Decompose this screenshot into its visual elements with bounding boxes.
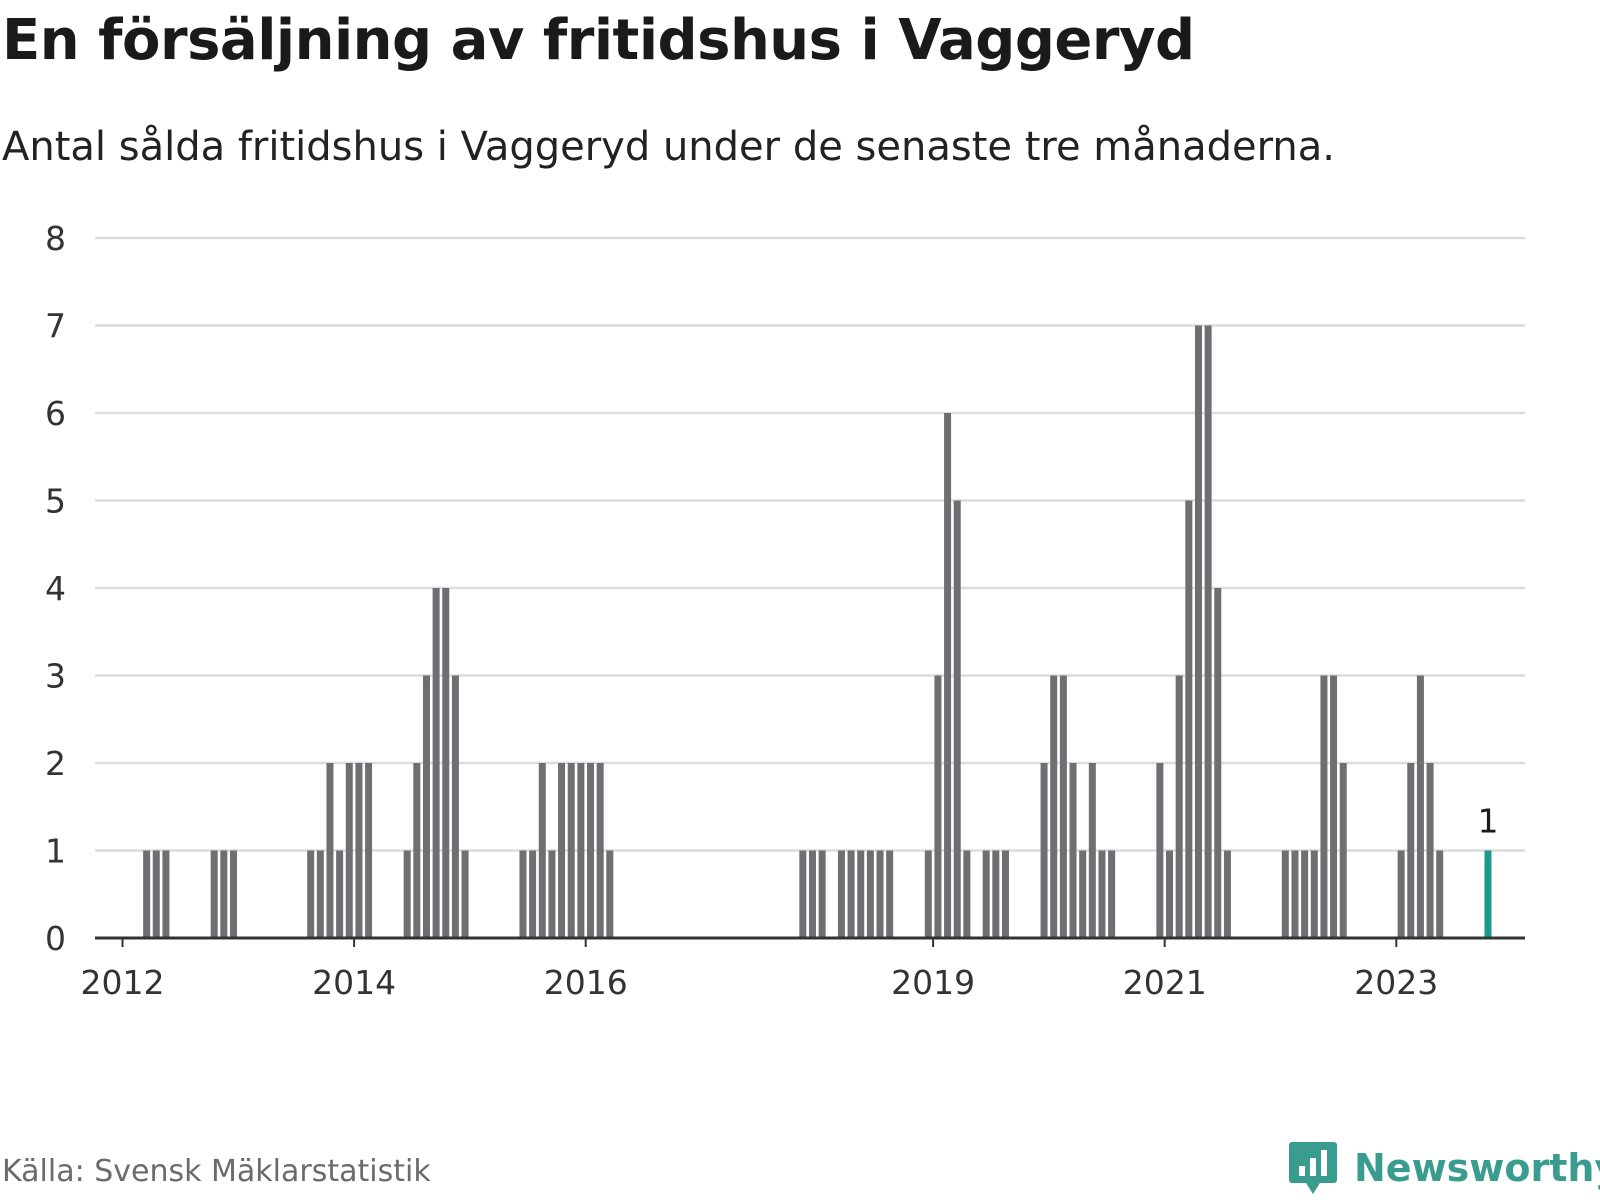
- bar: [1001, 850, 1009, 938]
- bar: [220, 850, 228, 938]
- bar: [1223, 850, 1231, 938]
- bar: [345, 763, 353, 938]
- bar: [1185, 500, 1193, 938]
- bar: [1108, 850, 1116, 938]
- bar: [1436, 850, 1444, 938]
- y-tick-label: 8: [45, 219, 66, 258]
- bar: [558, 763, 566, 938]
- bar: [422, 675, 430, 938]
- bar: [1281, 850, 1289, 938]
- y-tick-label: 5: [45, 482, 66, 521]
- bar: [847, 850, 855, 938]
- bar: [1397, 850, 1405, 938]
- bar: [1214, 588, 1222, 938]
- bar-chart: 0 1 2 3 4 5 6 7 8 1 2012 2014 2016 2019 2021 2023: [45, 219, 1525, 1002]
- bar: [886, 850, 894, 938]
- bar: [837, 850, 845, 938]
- bar: [538, 763, 546, 938]
- bar: [365, 763, 373, 938]
- y-tick-label: 6: [45, 394, 66, 433]
- bar: [403, 850, 411, 938]
- y-tick-label: 2: [45, 744, 66, 783]
- bar: [1339, 763, 1347, 938]
- x-tick-label: 2012: [81, 963, 165, 1002]
- x-tick-label: 2014: [312, 963, 396, 1002]
- bar: [1407, 763, 1415, 938]
- bar: [982, 850, 990, 938]
- bar: [451, 675, 459, 938]
- bar: [461, 850, 469, 938]
- bar: [442, 588, 450, 938]
- chart-title: En försäljning av fritidshus i Vaggeryd: [2, 8, 1195, 73]
- bar: [432, 588, 440, 938]
- y-tick-label: 1: [45, 832, 66, 871]
- bar: [963, 850, 971, 938]
- bar: [1050, 675, 1058, 938]
- bar: [1416, 675, 1424, 938]
- bar: [1301, 850, 1309, 938]
- bar: [1426, 763, 1434, 938]
- bar: [336, 850, 344, 938]
- bar: [1059, 675, 1067, 938]
- chart-subtitle: Antal sålda fritidshus i Vaggeryd under …: [2, 124, 1335, 170]
- bar: [316, 850, 324, 938]
- bar: [355, 763, 363, 938]
- bar: [799, 850, 807, 938]
- source-note: Källa: Svensk Mäklarstatistik: [2, 1154, 431, 1189]
- bar: [953, 500, 961, 938]
- x-tick-label: 2023: [1354, 963, 1438, 1002]
- y-tick-label: 0: [45, 919, 66, 958]
- x-tick-label: 2021: [1123, 963, 1207, 1002]
- bar: [808, 850, 816, 938]
- brand-logo: Newsworthy: [1288, 1140, 1600, 1196]
- bar: [1040, 763, 1048, 938]
- bar: [1069, 763, 1077, 938]
- y-tick-label: 3: [45, 657, 66, 696]
- bar: [529, 850, 537, 938]
- bar: [1330, 675, 1338, 938]
- bar: [876, 850, 884, 938]
- bar: [1175, 675, 1183, 938]
- bar: [577, 763, 585, 938]
- bar: [413, 763, 421, 938]
- bar: [1194, 325, 1202, 938]
- bar: [866, 850, 874, 938]
- bar: [1098, 850, 1106, 938]
- bar: [857, 850, 865, 938]
- bar: [1291, 850, 1299, 938]
- bar: [992, 850, 1000, 938]
- y-tick-label: 7: [45, 307, 66, 346]
- newsworthy-chart-bubble-icon: [1289, 1142, 1337, 1194]
- bar: [1204, 325, 1212, 938]
- bar: [162, 850, 170, 938]
- bar: [143, 850, 151, 938]
- bar: [210, 850, 218, 938]
- bar: [548, 850, 556, 938]
- bar: [152, 850, 160, 938]
- bar: [1310, 850, 1318, 938]
- bar: [934, 675, 942, 938]
- bar: [606, 850, 614, 938]
- x-tick-label: 2016: [544, 963, 628, 1002]
- bar: [1079, 850, 1087, 938]
- bar: [587, 763, 595, 938]
- bar: [924, 850, 932, 938]
- bar: [307, 850, 315, 938]
- bar: [1088, 763, 1096, 938]
- bar-highlight: [1484, 850, 1492, 938]
- bar: [818, 850, 826, 938]
- data-label: 1: [1477, 802, 1498, 841]
- bar: [519, 850, 527, 938]
- bar: [1166, 850, 1174, 938]
- brand-name: Newsworthy: [1354, 1146, 1600, 1190]
- bar: [229, 850, 237, 938]
- bar: [944, 413, 952, 938]
- x-tick-label: 2019: [891, 963, 975, 1002]
- bar: [596, 763, 604, 938]
- bar: [567, 763, 575, 938]
- bar: [1156, 763, 1164, 938]
- bar: [1320, 675, 1328, 938]
- bar: [326, 763, 334, 938]
- y-tick-label: 4: [45, 569, 66, 608]
